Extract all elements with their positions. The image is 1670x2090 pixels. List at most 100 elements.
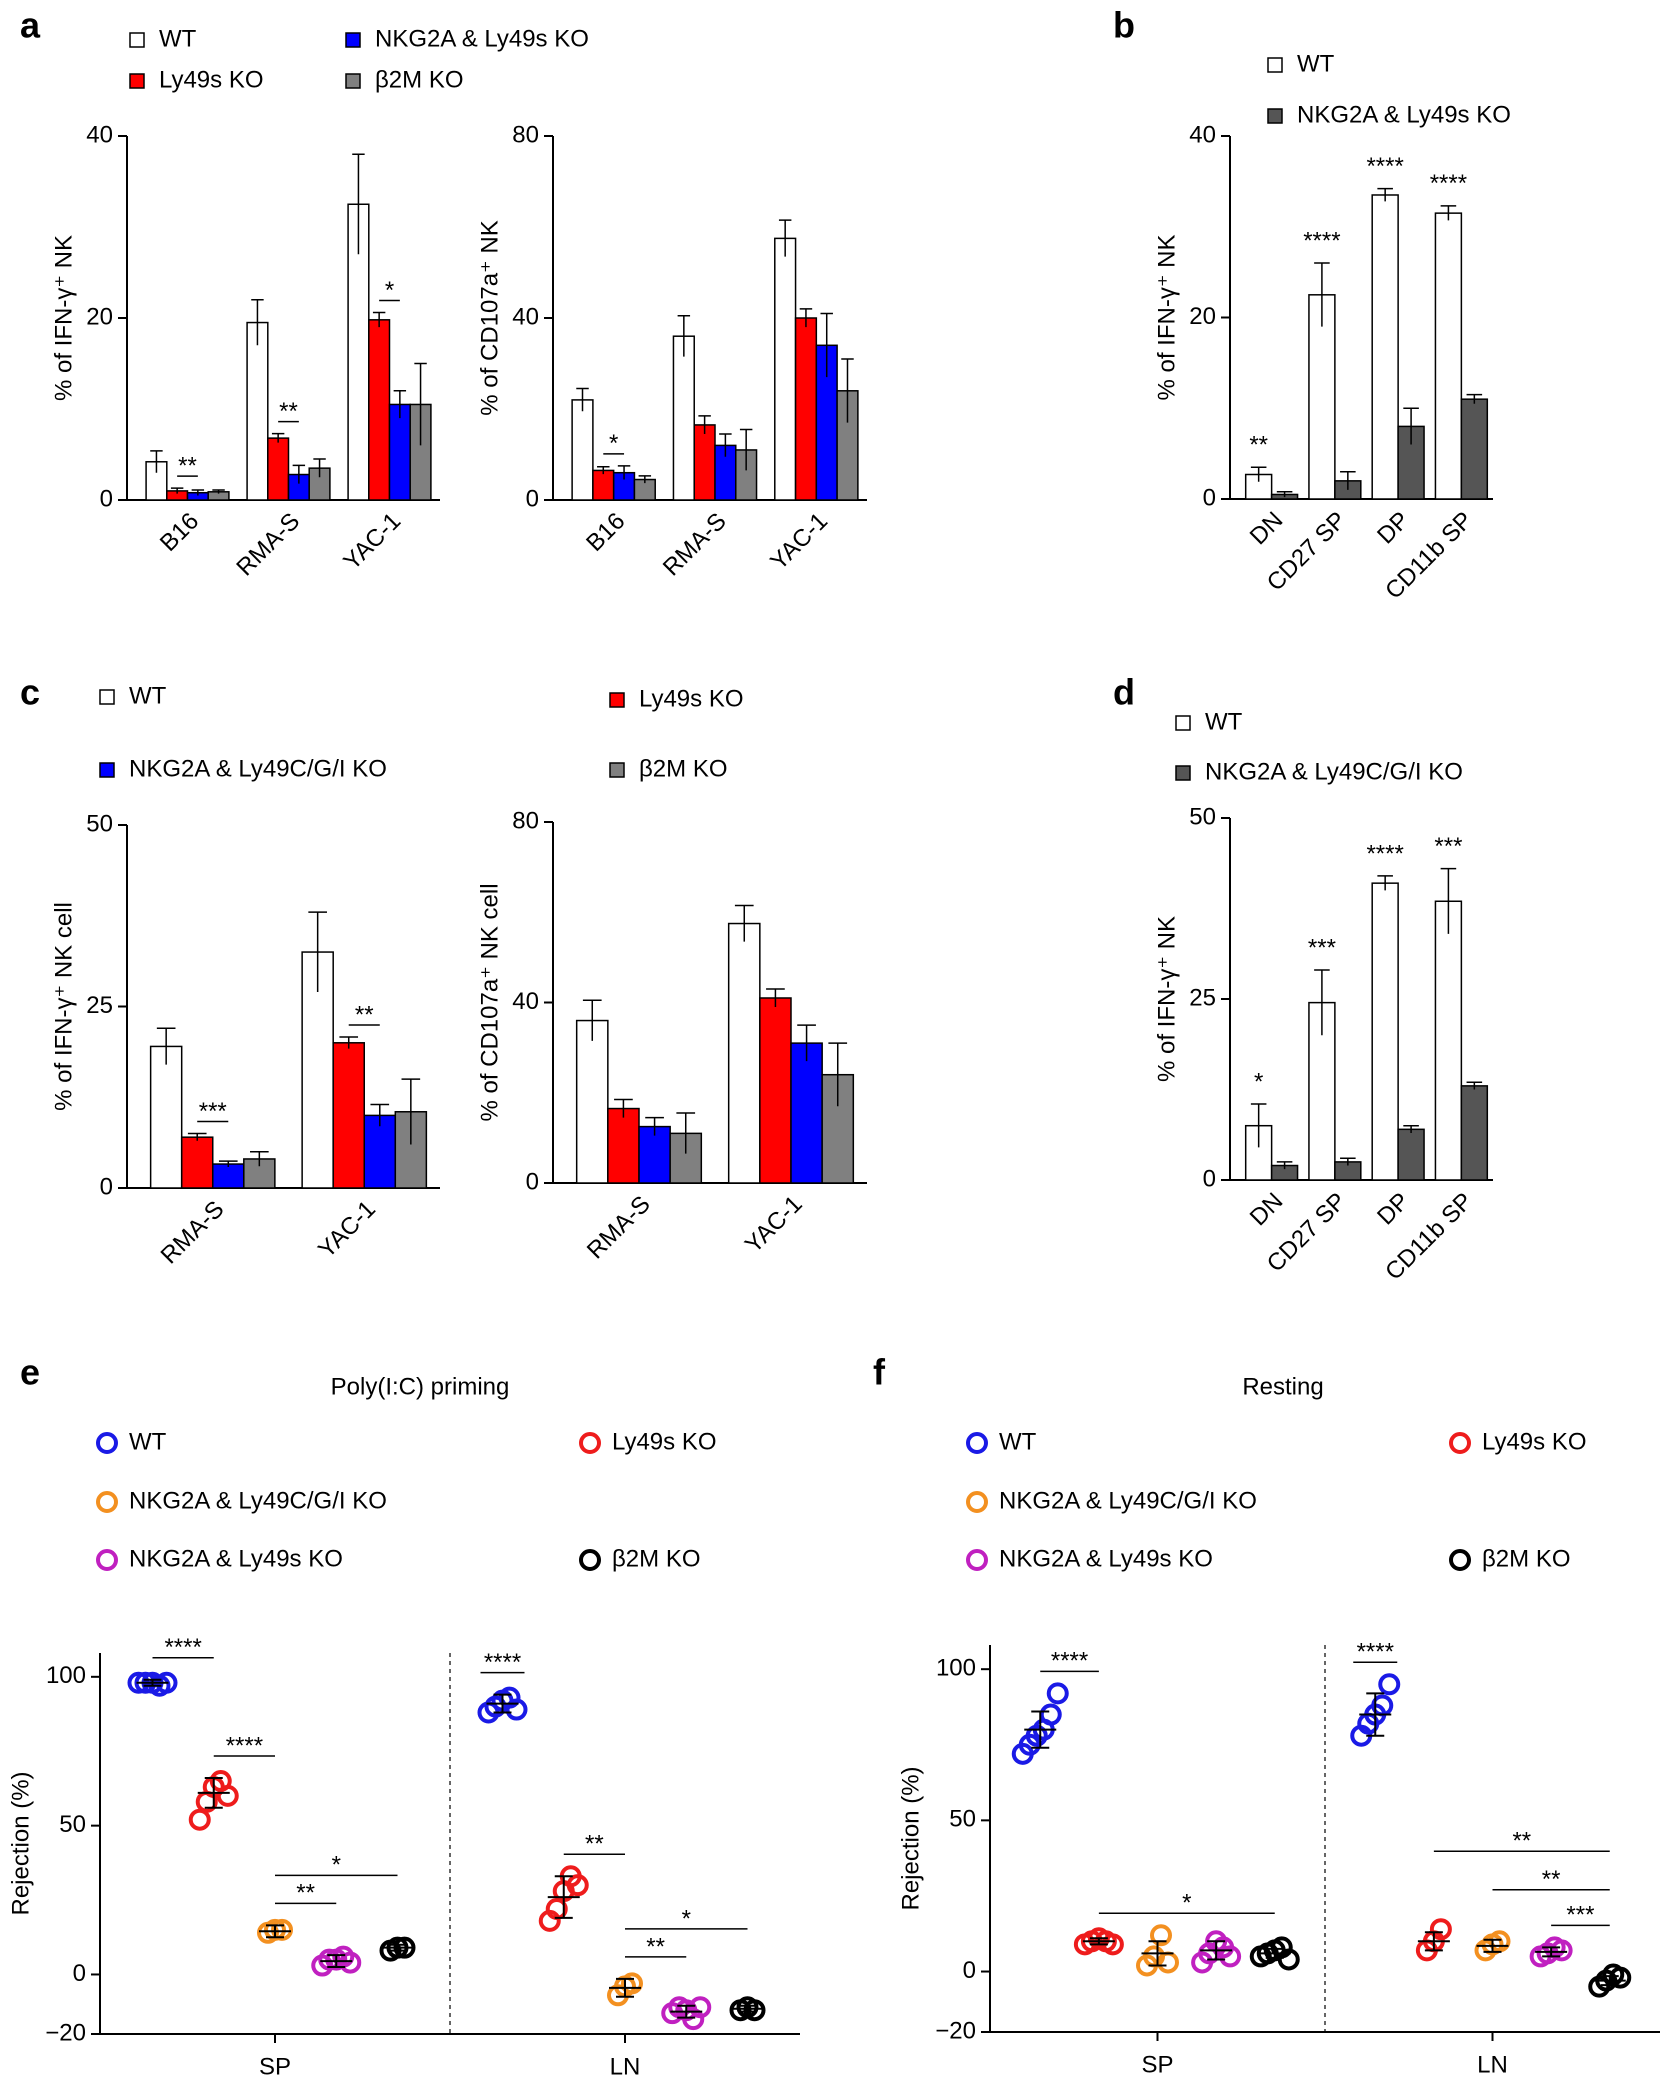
error-bar [170,487,184,494]
point [1609,1966,1632,1989]
legend-label: Ly49s KO [1482,1428,1587,1455]
error-bar [1440,867,1457,934]
significance-label: ** [1512,1828,1531,1855]
y-tick-label: 0 [526,1168,539,1195]
error-bar [841,358,854,423]
significance-label: *** [1434,833,1462,860]
y-tick-label: 20 [86,303,113,330]
bar [1397,1128,1425,1181]
error-bar [799,308,813,328]
error-bar [614,1098,633,1118]
y-tick-label: 0 [100,485,113,512]
error-bar [1340,471,1356,490]
legend-marker [609,762,625,778]
bar [368,319,391,501]
error-bar [676,1112,696,1154]
significance-label: *** [1566,1902,1594,1929]
error-bar [1377,875,1393,891]
point [566,1874,589,1897]
legend-marker [129,73,145,89]
legend-marker [1449,1549,1471,1571]
bar [246,321,269,501]
significance-label: **** [1430,170,1467,197]
bar [1308,294,1336,500]
y-tick-label: 40 [512,303,539,330]
error-bar [191,489,205,496]
point [505,1698,528,1721]
point [1039,1703,1062,1726]
legend-label: WT [1297,50,1335,77]
x-tick-label: DN [1245,1188,1289,1232]
legend-marker [609,692,625,708]
y-tick-label: 50 [949,1806,976,1833]
error-bar [251,299,264,346]
y-axis-label: % of CD107a⁺ NK cell [476,883,503,1121]
bar [212,1163,245,1189]
point [1378,1673,1401,1696]
error-bar [204,1777,223,1809]
error-bar [388,1943,407,1952]
y-tick-label: 25 [1189,984,1216,1011]
legend-label: Ly49s KO [159,66,264,93]
legend-marker [345,73,361,89]
legend-marker [1267,108,1283,124]
significance-label: * [682,1905,691,1932]
significance-label: *** [1308,934,1336,961]
error-bar [271,432,285,443]
error-bar [677,314,691,357]
legend-marker [579,1549,601,1571]
bar [794,317,818,501]
point [271,1918,293,1941]
error-bar [414,362,427,446]
significance-label: ** [296,1880,315,1907]
x-tick-label: SP [259,2053,291,2080]
error-bar [1250,466,1267,482]
error-bar [352,153,365,255]
legend-label: NKG2A & Ly49s KO [129,1545,343,1572]
error-bar [313,458,326,478]
x-tick-label: YAC-1 [338,508,406,576]
x-tick-label: DP [1372,1188,1415,1231]
x-tick-label: YAC-1 [313,1196,381,1264]
y-axis-label: % of IFN-γ⁺ NK [1153,234,1180,400]
error-bar [738,2004,757,2013]
x-tick-label: YAC-1 [765,508,833,576]
legend-marker [96,1491,118,1513]
significance-label: ** [585,1831,604,1858]
y-axis-label: % of IFN-γ⁺ NK [50,235,77,401]
point [1277,1948,1300,1971]
error-bar [1466,1081,1483,1090]
legend-marker [129,32,145,48]
y-tick-label: 20 [1189,303,1216,330]
y-tick-label: 50 [1189,803,1216,830]
error-bar [719,433,732,457]
legend-marker [99,689,115,705]
y-tick-label: 80 [512,807,539,834]
error-bar [292,464,306,484]
point [1429,1918,1452,1941]
error-bar [1276,1161,1293,1170]
legend-marker [1449,1432,1471,1454]
significance-label: * [1254,1068,1263,1095]
error-bar [156,1027,176,1065]
significance-label: **** [1366,840,1403,867]
y-axis-label: Rejection (%) [897,1766,924,1910]
error-bar [828,1042,848,1107]
error-bar [677,2004,696,2019]
significance-label: **** [164,1634,201,1661]
point [264,1918,286,1941]
legend-marker [99,762,115,778]
x-tick-label: DN [1245,507,1289,551]
point [743,1999,766,2022]
point [1550,1939,1573,1962]
significance-label: **** [226,1732,263,1759]
legend-label: β2M KO [612,1545,701,1572]
y-axis-label: % of IFN-γ⁺ NK cell [50,902,77,1111]
bar [332,1042,366,1189]
x-tick-label: DP [1372,507,1415,550]
legend-label: β2M KO [375,66,464,93]
bar [759,997,792,1184]
y-tick-label: −20 [45,2019,86,2046]
panel-label: b [1113,5,1135,46]
significance-label: * [385,277,394,304]
